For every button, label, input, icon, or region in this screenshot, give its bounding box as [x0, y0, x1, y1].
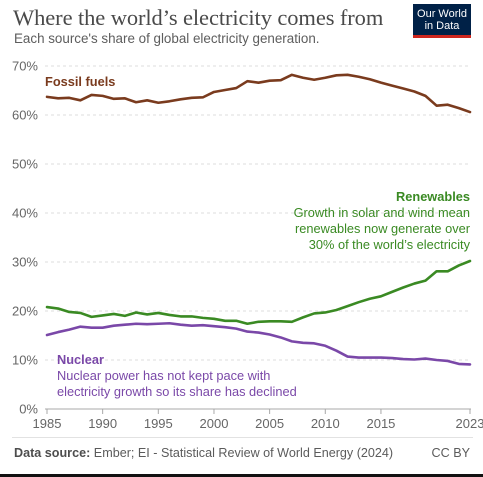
nuclear-line	[45, 321, 472, 366]
data-source-label: Data source:	[14, 446, 91, 460]
chart-title: Where the world’s electricity comes from	[13, 5, 384, 30]
renewables-text-line: Growth in solar and wind mean	[293, 205, 470, 220]
data-source-link[interactable]: Ember; EI - Statistical Review of World …	[93, 446, 394, 460]
y-tick-label: 30%	[12, 255, 38, 270]
bottom-border	[0, 474, 483, 477]
x-tick-label: 1985	[33, 416, 62, 431]
fossil-fuels-line	[45, 73, 472, 114]
x-tick-label: 2005	[255, 416, 284, 431]
line-chart: 0% 10% 20% 30% 40% 50% 60% 70% 1985 1990 1995 2000 2…	[12, 59, 483, 432]
y-tick-label: 20%	[12, 304, 38, 319]
y-tick-label: 50%	[12, 157, 38, 172]
x-tick-label: 1990	[88, 416, 117, 431]
renewables-annotation: Renewables Growth in solar and wind mean…	[294, 189, 470, 253]
x-tick-label: 1995	[144, 416, 173, 431]
renewables-heading: Renewables	[396, 189, 470, 204]
x-tick-label: 2000	[200, 416, 229, 431]
y-tick-label: 40%	[12, 206, 38, 221]
x-tick-label: 2010	[311, 416, 340, 431]
renewables-text-line: 30% of the world’s electricity	[308, 237, 470, 252]
x-tick-label: 2023	[456, 416, 483, 431]
chart-subtitle: Each source's share of global electricit…	[14, 31, 320, 46]
nuclear-text-line: electricity growth so its share has decl…	[57, 384, 297, 399]
footer-divider	[12, 437, 473, 438]
fossil-fuels-heading: Fossil fuels	[45, 74, 116, 89]
owid-logo[interactable]: Our World in Data	[413, 4, 471, 38]
y-tick-label: 0%	[19, 402, 38, 417]
license-link[interactable]: CC BY	[431, 446, 471, 460]
nuclear-annotation: Nuclear Nuclear power has not kept pace …	[57, 352, 297, 400]
y-tick-label: 70%	[12, 59, 38, 74]
y-tick-label: 60%	[12, 108, 38, 123]
x-tick-label: 2015	[366, 416, 395, 431]
data-source: Data source: Ember; EI - Statistical Rev…	[14, 446, 393, 460]
renewables-text-line: renewables now generate over	[294, 221, 470, 236]
fossil-fuels-label: Fossil fuels	[45, 74, 115, 90]
logo-line-1: Our World	[417, 8, 467, 20]
logo-line-2: in Data	[424, 20, 460, 32]
renewables-line	[45, 259, 472, 326]
nuclear-heading: Nuclear	[57, 352, 104, 367]
y-tick-label: 10%	[12, 353, 38, 368]
nuclear-text-line: Nuclear power has not kept pace with	[57, 368, 271, 383]
